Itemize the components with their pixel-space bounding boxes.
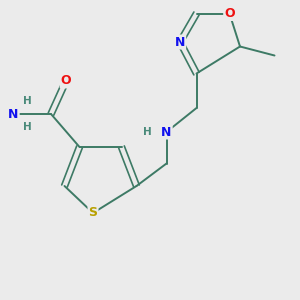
Text: N: N [175, 35, 185, 49]
Text: O: O [224, 7, 235, 20]
Text: H: H [22, 96, 32, 106]
Text: N: N [161, 125, 172, 139]
Text: O: O [61, 74, 71, 88]
Text: S: S [88, 206, 98, 220]
Text: H: H [142, 127, 152, 137]
Text: N: N [8, 107, 19, 121]
Text: H: H [22, 122, 32, 132]
